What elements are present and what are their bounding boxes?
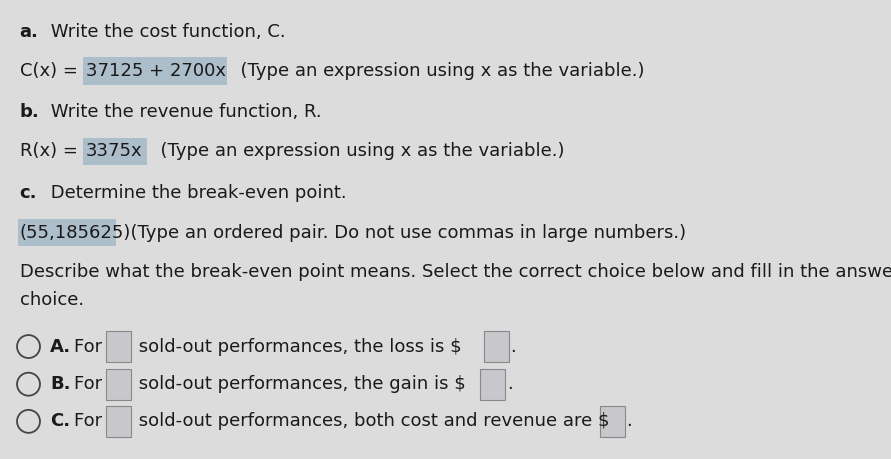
Text: Write the revenue function, R.: Write the revenue function, R. [45,103,321,122]
Text: 37125 + 2700x: 37125 + 2700x [86,62,225,80]
Text: R(x) =: R(x) = [20,142,83,161]
Text: (Type an expression using x as the variable.): (Type an expression using x as the varia… [229,62,644,80]
Bar [480,369,505,400]
Text: Describe what the break-even point means. Select the correct choice below and fi: Describe what the break-even point means… [20,263,891,281]
Text: Determine the break-even point.: Determine the break-even point. [45,184,347,202]
Text: .: . [511,337,516,356]
Bar [18,219,116,246]
Text: For: For [74,337,108,356]
Text: A.: A. [50,337,71,356]
Text: (Type an ordered pair. Do not use commas in large numbers.): (Type an ordered pair. Do not use commas… [119,224,687,242]
Bar [106,369,131,400]
Text: c.: c. [20,184,37,202]
Bar [106,331,131,362]
Text: sold-out performances, both cost and revenue are $: sold-out performances, both cost and rev… [133,412,609,431]
Text: a.: a. [20,23,38,41]
Bar [106,406,131,437]
Bar [484,331,509,362]
Bar [83,138,147,165]
Text: choice.: choice. [20,291,84,309]
Text: sold-out performances, the loss is $: sold-out performances, the loss is $ [133,337,462,356]
Text: C.: C. [50,412,70,431]
Text: sold-out performances, the gain is $: sold-out performances, the gain is $ [133,375,465,393]
Text: 3375x: 3375x [86,142,143,161]
Text: (55,185625): (55,185625) [20,224,131,242]
Bar [83,57,227,85]
Bar [600,406,625,437]
Text: C(x) =: C(x) = [20,62,83,80]
Text: b.: b. [20,103,39,122]
Text: .: . [626,412,632,431]
Text: For: For [74,375,108,393]
Text: For: For [74,412,108,431]
Text: Write the cost function, C.: Write the cost function, C. [45,23,285,41]
Text: .: . [507,375,512,393]
Text: (Type an expression using x as the variable.): (Type an expression using x as the varia… [149,142,564,161]
Text: B.: B. [50,375,70,393]
